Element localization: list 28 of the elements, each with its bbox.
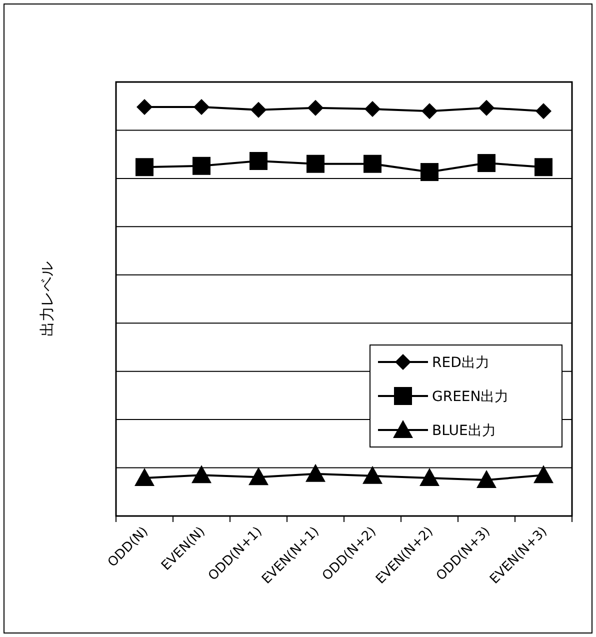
point (194, 99, 210, 115)
legend-label: BLUE出力 (432, 423, 496, 439)
point (136, 99, 152, 115)
point (478, 100, 494, 116)
point (306, 154, 324, 173)
point (536, 103, 552, 120)
point (250, 102, 266, 118)
point (362, 466, 382, 484)
point (422, 103, 438, 120)
legend-label: GREEN出力 (432, 389, 509, 405)
legend-label: RED出力 (432, 355, 490, 371)
point (306, 464, 326, 482)
point (534, 158, 552, 176)
y-axis-title: 出力レベル (38, 262, 56, 336)
point (248, 467, 268, 486)
point (534, 465, 554, 484)
point (192, 156, 210, 175)
point (476, 470, 496, 488)
point (364, 154, 382, 173)
point (250, 152, 268, 170)
point (420, 163, 438, 182)
point (192, 465, 212, 484)
point (420, 468, 440, 486)
point (134, 468, 154, 486)
point (308, 100, 324, 116)
point (478, 154, 496, 172)
point (136, 158, 154, 176)
point (364, 101, 380, 118)
